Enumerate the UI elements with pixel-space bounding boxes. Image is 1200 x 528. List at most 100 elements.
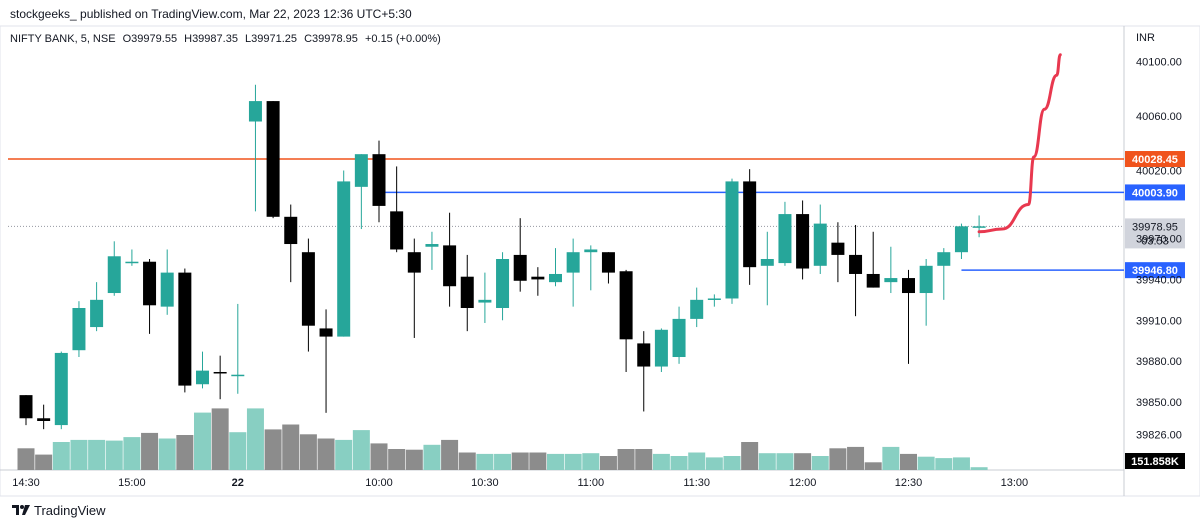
candle-body xyxy=(248,101,262,122)
candle-body xyxy=(707,298,721,300)
volume-bar xyxy=(582,453,600,470)
tradingview-logo-icon xyxy=(12,504,30,515)
candle-body xyxy=(372,154,386,206)
y-tick-label: 39940.00 xyxy=(1136,274,1182,286)
last-price-label: 39978.95 xyxy=(1132,221,1178,233)
volume-bar xyxy=(617,449,635,470)
ohlc-open: O39979.55 xyxy=(122,33,178,45)
candles xyxy=(19,84,986,430)
candle-body xyxy=(213,371,227,374)
volume-bar xyxy=(811,456,829,470)
candle-body xyxy=(496,259,510,309)
volume-bar xyxy=(952,457,970,470)
ohlc-low: L39971.25 xyxy=(245,33,298,45)
last-price-tag xyxy=(1125,218,1185,249)
candle-body xyxy=(284,216,298,245)
volume-bar xyxy=(547,453,564,470)
volume-bar xyxy=(211,408,229,470)
volume-bar xyxy=(652,453,670,470)
volume-bar xyxy=(864,462,882,470)
candle-body xyxy=(231,374,245,377)
volume-bar xyxy=(194,412,211,470)
y-tick-label: 39970.00 xyxy=(1136,234,1182,246)
volume-bar xyxy=(564,453,582,470)
level-price-label: 39946.80 xyxy=(1132,265,1178,277)
tradingview-footer[interactable]: TradingView xyxy=(12,503,106,518)
candle-body xyxy=(390,211,404,250)
candle-body xyxy=(531,276,545,280)
volume-bar xyxy=(229,432,247,470)
volume-bar xyxy=(405,449,423,470)
volume-bar xyxy=(52,442,70,470)
y-tick-label: 40100.00 xyxy=(1136,57,1182,69)
y-tick-label: 39850.00 xyxy=(1136,397,1182,409)
published-info: stockgeeks_ published on TradingView.com… xyxy=(10,7,412,21)
volume-bar xyxy=(352,430,370,470)
candle-body xyxy=(178,272,192,386)
grid xyxy=(0,25,1200,497)
candle-body xyxy=(796,214,810,269)
candle-body xyxy=(849,254,863,274)
price-axis[interactable]: 40028.45 40003.90 39946.80 39978.95 03:53 151… xyxy=(1125,57,1185,469)
candle-body xyxy=(566,252,580,273)
time-axis[interactable]: 14:30 15:00 22 10:00 10:30 11:00 11:30 12:00 12:… xyxy=(12,477,1028,489)
volume-tag xyxy=(1125,453,1185,469)
y-tick-label: 39910.00 xyxy=(1136,315,1182,327)
y-tick-label: 39880.00 xyxy=(1136,356,1182,368)
currency-label: INR xyxy=(1136,32,1155,44)
symbol-name[interactable]: NIFTY BANK, 5, NSE xyxy=(10,33,116,45)
candle-body xyxy=(125,261,139,264)
resistance-price-label: 40028.45 xyxy=(1132,154,1178,166)
volume-bar xyxy=(123,437,141,470)
candle-body xyxy=(143,261,157,306)
candle-body xyxy=(972,226,986,228)
candle-body xyxy=(196,370,209,385)
volume-bar xyxy=(776,453,794,470)
volume-bar xyxy=(847,446,865,470)
volume-bar xyxy=(670,456,688,470)
volume-label: 151.858K xyxy=(1131,456,1179,468)
candle-body xyxy=(90,299,104,328)
volume-bar xyxy=(335,439,353,470)
candle-body xyxy=(513,254,527,281)
candle-body xyxy=(584,249,598,253)
candle-body xyxy=(954,226,968,253)
volume-bar xyxy=(494,453,512,470)
candle-body xyxy=(937,252,951,266)
y-tick-label: 40060.00 xyxy=(1136,111,1182,123)
x-tick-label: 13:00 xyxy=(1001,477,1029,489)
candle-body xyxy=(672,318,686,358)
x-tick-label: 22 xyxy=(232,477,244,489)
volume-bar xyxy=(900,453,917,470)
candle-body xyxy=(19,395,33,419)
volume-bar xyxy=(88,439,106,470)
volume-bar xyxy=(35,454,53,470)
volume-bar xyxy=(141,432,159,470)
volume-bar xyxy=(476,453,494,470)
volume-bar xyxy=(829,448,847,470)
candle-body xyxy=(831,242,845,255)
candle-body xyxy=(354,154,368,187)
volume-bar xyxy=(758,453,776,470)
volume-bar xyxy=(705,457,723,470)
x-tick-label: 15:00 xyxy=(118,477,146,489)
candle-body xyxy=(549,273,562,283)
volume-bar xyxy=(599,456,617,470)
volume-bar xyxy=(370,443,388,470)
level-price-tag xyxy=(1125,262,1185,279)
candle-body xyxy=(637,343,651,367)
candle-body xyxy=(654,329,668,367)
volume-bar xyxy=(246,408,264,470)
volume-bar xyxy=(529,452,547,470)
y-tick-label: 40020.00 xyxy=(1136,166,1182,178)
ohlc-close: C39978.95 xyxy=(304,33,358,45)
candle-body xyxy=(301,252,315,326)
ohlc-change: +0.15 (+0.00%) xyxy=(364,33,441,45)
level-price-tag xyxy=(1125,184,1185,201)
volume-bar xyxy=(299,434,317,470)
resistance-price-tag xyxy=(1125,151,1185,168)
projection-path xyxy=(977,53,1062,234)
volume-bar xyxy=(264,429,282,470)
volume-bar xyxy=(176,435,194,470)
